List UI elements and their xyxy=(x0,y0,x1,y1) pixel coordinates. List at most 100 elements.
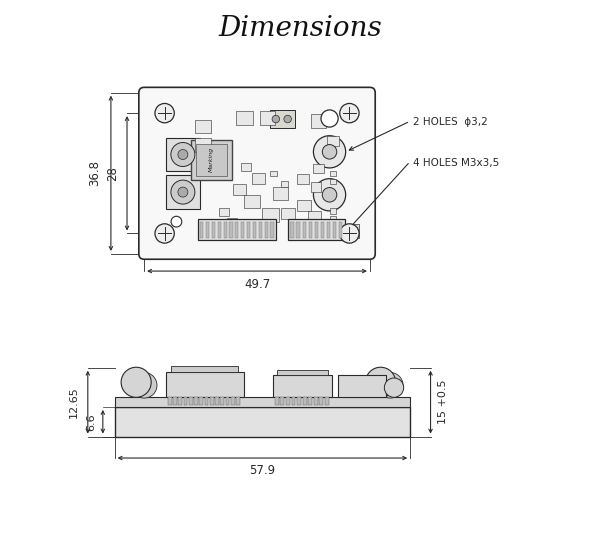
Bar xyxy=(224,222,227,238)
Bar xyxy=(236,111,253,125)
Text: Dimensions: Dimensions xyxy=(218,15,382,42)
Bar xyxy=(168,397,172,405)
Bar xyxy=(288,219,344,240)
Bar xyxy=(195,119,211,133)
Bar xyxy=(227,218,237,226)
Bar xyxy=(298,174,309,184)
Bar xyxy=(311,113,326,127)
Bar xyxy=(271,111,295,127)
Text: 2 HOLES  ϕ3,2: 2 HOLES ϕ3,2 xyxy=(413,117,488,127)
Bar xyxy=(259,222,262,238)
Circle shape xyxy=(365,367,395,397)
Circle shape xyxy=(322,187,337,202)
Bar xyxy=(273,375,332,397)
Bar xyxy=(302,397,307,405)
Bar xyxy=(281,208,295,219)
Bar xyxy=(231,397,235,405)
Bar xyxy=(220,208,229,217)
Bar xyxy=(220,227,229,235)
Bar xyxy=(308,211,322,221)
Bar xyxy=(327,222,330,238)
Bar xyxy=(327,136,338,146)
Bar xyxy=(329,217,336,221)
Bar xyxy=(271,171,277,176)
Bar xyxy=(321,222,324,238)
Bar xyxy=(195,138,211,152)
Bar xyxy=(339,222,343,238)
Text: 12.65: 12.65 xyxy=(69,386,79,418)
Bar xyxy=(212,222,215,238)
Text: 4 HOLES M3x3,5: 4 HOLES M3x3,5 xyxy=(413,158,499,167)
Bar xyxy=(296,222,299,238)
Circle shape xyxy=(155,104,174,123)
Bar xyxy=(314,397,318,405)
Text: 6.6: 6.6 xyxy=(86,413,96,430)
Bar xyxy=(200,222,203,238)
Bar xyxy=(275,397,278,405)
Bar xyxy=(229,222,233,238)
Bar xyxy=(313,164,324,173)
Bar xyxy=(205,397,208,405)
Bar xyxy=(329,171,336,176)
Circle shape xyxy=(178,187,188,197)
Bar xyxy=(171,366,238,372)
Text: 49.7: 49.7 xyxy=(244,278,270,291)
Text: 36.8: 36.8 xyxy=(88,160,101,186)
Bar xyxy=(166,176,200,209)
Bar xyxy=(262,208,278,221)
Bar xyxy=(115,407,410,436)
Bar xyxy=(184,397,187,405)
Bar xyxy=(220,397,224,405)
Bar xyxy=(236,397,240,405)
Bar xyxy=(338,375,386,397)
Bar xyxy=(241,222,244,238)
Circle shape xyxy=(340,224,359,243)
Bar xyxy=(333,222,337,238)
Bar xyxy=(265,222,268,238)
Bar xyxy=(290,222,293,238)
Bar xyxy=(329,179,336,184)
Circle shape xyxy=(321,110,338,127)
Bar xyxy=(315,222,318,238)
Circle shape xyxy=(313,136,346,168)
Circle shape xyxy=(313,179,346,211)
Bar xyxy=(115,397,410,407)
Bar xyxy=(215,397,219,405)
Text: 57.9: 57.9 xyxy=(250,464,275,477)
Bar xyxy=(281,181,287,187)
Bar xyxy=(253,222,256,238)
Bar xyxy=(206,222,209,238)
Text: 15 +0.5: 15 +0.5 xyxy=(438,380,448,424)
Bar xyxy=(349,224,359,238)
Circle shape xyxy=(340,104,359,123)
Bar xyxy=(280,397,284,405)
Bar xyxy=(308,397,312,405)
Bar xyxy=(271,222,274,238)
Bar xyxy=(292,397,295,405)
Bar xyxy=(329,208,336,214)
Bar xyxy=(260,111,275,125)
Bar xyxy=(241,163,251,171)
Bar xyxy=(178,397,182,405)
Bar xyxy=(198,219,276,240)
Bar xyxy=(308,222,312,238)
Circle shape xyxy=(284,115,292,123)
Bar xyxy=(166,372,244,397)
FancyBboxPatch shape xyxy=(139,87,375,259)
Bar xyxy=(298,200,311,211)
Circle shape xyxy=(377,373,403,398)
Bar xyxy=(196,144,227,176)
Circle shape xyxy=(171,180,195,204)
Bar xyxy=(247,222,250,238)
Text: 28: 28 xyxy=(106,166,119,181)
Bar xyxy=(226,397,229,405)
Bar xyxy=(329,224,336,230)
Bar xyxy=(297,397,301,405)
Bar xyxy=(319,397,323,405)
Bar xyxy=(191,140,232,180)
Bar xyxy=(210,397,214,405)
Bar xyxy=(173,397,177,405)
Circle shape xyxy=(121,367,151,397)
Circle shape xyxy=(385,378,404,397)
Circle shape xyxy=(171,143,195,166)
